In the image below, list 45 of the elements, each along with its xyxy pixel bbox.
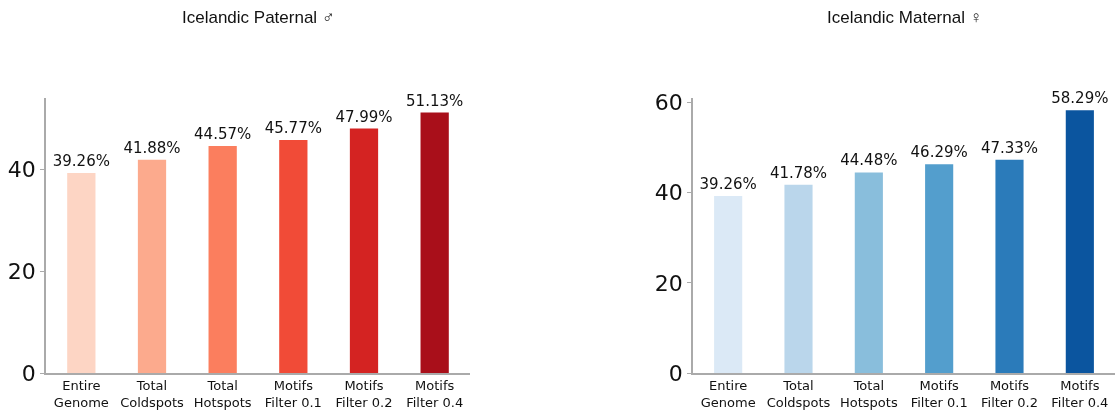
- x-tick-label: Total Coldspots: [766, 378, 831, 411]
- x-tick-label: Total Hotspots: [193, 378, 252, 411]
- x-tick-label: Total Hotspots: [839, 378, 898, 411]
- x-tick-label: Motifs Filter 0.1: [264, 378, 322, 411]
- x-tick-label: Entire Genome: [700, 378, 756, 411]
- data-label: 44.48%: [840, 151, 898, 170]
- bar: [67, 173, 96, 373]
- x-tick-label: Motifs Filter 0.4: [1051, 378, 1109, 411]
- x-tick-label: Total Coldspots: [120, 378, 185, 411]
- data-label: 41.88%: [123, 138, 181, 157]
- bar: [137, 159, 167, 373]
- x-tick-label: Entire Genome: [53, 378, 109, 411]
- data-label: 44.57%: [194, 125, 252, 144]
- x-tick-label: Motifs Filter 0.2: [335, 378, 393, 411]
- bar: [714, 196, 743, 373]
- bar: [995, 159, 1024, 373]
- y-tick-label: 40: [654, 180, 683, 206]
- y-tick-label: 0: [668, 360, 683, 386]
- data-label: 58.29%: [1051, 89, 1109, 108]
- bar: [349, 128, 379, 373]
- data-label: 39.26%: [699, 175, 757, 194]
- y-tick-label: 20: [7, 258, 36, 284]
- x-tick-label: Motifs Filter 0.2: [980, 378, 1039, 411]
- data-label: 46.29%: [910, 143, 968, 162]
- y-tick-label: 0: [21, 360, 36, 386]
- bar: [279, 139, 308, 373]
- x-tick-label: Motifs Filter 0.1: [910, 378, 968, 411]
- bar: [208, 146, 237, 373]
- chart-title: Icelandic Paternal ♂: [182, 8, 335, 27]
- data-label: 47.33%: [980, 138, 1039, 157]
- bar: [420, 112, 449, 373]
- bar: [925, 164, 954, 373]
- y-tick-label: 60: [654, 90, 683, 116]
- data-label: 47.99%: [335, 107, 393, 126]
- y-tick-label: 20: [654, 270, 683, 296]
- x-tick-label: Motifs Filter 0.4: [406, 378, 464, 411]
- y-tick-label: 40: [7, 157, 36, 182]
- bar: [1065, 110, 1094, 373]
- bar: [854, 172, 883, 373]
- bar: [784, 184, 813, 373]
- data-label: 45.77%: [264, 118, 322, 137]
- data-label: 51.13%: [406, 91, 464, 110]
- data-label: 41.78%: [769, 163, 828, 182]
- chart-title: Icelandic Maternal ♀: [827, 8, 983, 27]
- data-label: 39.26%: [52, 152, 110, 171]
